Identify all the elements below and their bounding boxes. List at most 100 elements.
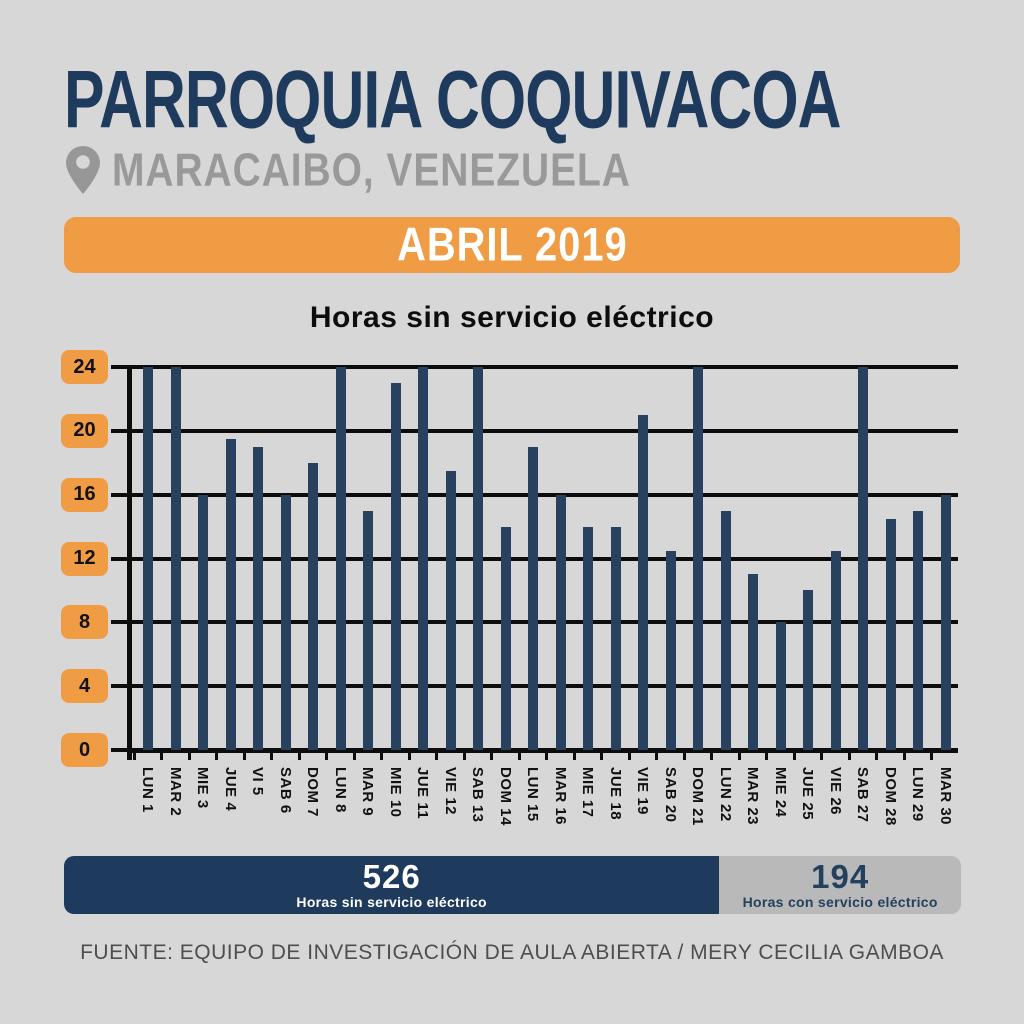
total-without-service-label: Horas sin servicio eléctrico <box>296 893 487 910</box>
location-row: MARACAIBO, VENEZUELA <box>66 143 658 196</box>
bar <box>253 446 263 750</box>
total-with-service-value: 194 <box>811 858 870 896</box>
y-tick <box>111 748 130 752</box>
x-axis-label: SAB 27 <box>854 767 871 823</box>
bar <box>720 510 731 750</box>
x-tick <box>572 750 576 760</box>
x-axis-label: VIE 26 <box>826 767 844 816</box>
x-axis-label: MIE 3 <box>194 767 211 809</box>
bar <box>555 494 566 750</box>
x-axis-label: MAR 9 <box>359 767 376 817</box>
x-axis-label: JUE 25 <box>799 767 816 821</box>
bar <box>528 446 538 750</box>
x-tick <box>820 750 824 760</box>
bar <box>500 526 511 750</box>
x-tick <box>710 750 714 760</box>
x-axis-label: LUN 29 <box>909 767 926 822</box>
chart-plot-area: 24 20 16 12 8 4 0 LUN 1 MAR 2 MIE 3 JUE 4 VI 5 SAB 6… <box>61 350 958 826</box>
page-title: PARROQUIA COQUIVACOA <box>64 53 842 145</box>
x-axis-label: LUN 8 <box>331 767 349 813</box>
x-axis-label: SAB 6 <box>276 767 294 814</box>
x-axis-label: JUE 18 <box>606 767 624 821</box>
x-axis-label: LUN 22 <box>716 767 734 822</box>
y-tick <box>111 428 130 433</box>
bar <box>170 367 181 750</box>
x-axis-label: MAR 30 <box>936 767 954 826</box>
x-tick <box>352 750 356 760</box>
period-banner-label: ABRIL 2019 <box>396 218 628 271</box>
x-axis-label: DOM 21 <box>689 767 706 826</box>
bar <box>473 367 483 750</box>
x-tick <box>490 750 494 760</box>
bar <box>913 510 923 750</box>
gridline <box>130 365 958 369</box>
x-tick <box>242 750 246 760</box>
total-without-service-segment: 526 Horas sin servicio eléctrico <box>64 856 720 914</box>
x-tick <box>600 750 604 760</box>
bar <box>308 462 318 750</box>
x-axis-label: MIE 10 <box>386 767 404 818</box>
bar <box>143 367 153 750</box>
x-axis-label: VIE 12 <box>441 767 459 816</box>
y-tick <box>111 620 130 625</box>
location-pin-icon <box>66 146 100 194</box>
y-tick-badge: 8 <box>61 605 108 640</box>
x-axis-label: VI 5 <box>249 767 266 796</box>
period-banner: ABRIL 2019 <box>64 217 960 273</box>
x-axis-label: MIE 24 <box>771 767 789 818</box>
chart-title: Horas sin servicio eléctrico <box>309 301 715 334</box>
gridline <box>130 684 958 689</box>
y-tick-badge: 4 <box>61 669 108 704</box>
x-tick <box>847 750 851 760</box>
x-axis-label: DOM 28 <box>881 767 899 826</box>
x-tick <box>682 750 686 760</box>
bar <box>363 510 373 750</box>
x-axis-label: MAR 2 <box>166 767 184 817</box>
source-text: FUENTE: EQUIPO DE INVESTIGACIÓN DE AULA … <box>80 941 944 964</box>
x-tick <box>187 750 191 760</box>
x-axis-label: MAR 23 <box>744 767 761 826</box>
x-axis-line <box>130 747 958 753</box>
bar <box>940 494 951 750</box>
x-tick <box>737 750 741 760</box>
x-axis-label: JUE 4 <box>221 767 239 812</box>
total-with-service-segment: 194 Horas con servicio eléctrico <box>719 856 961 914</box>
x-tick <box>792 750 796 760</box>
x-tick <box>380 750 384 760</box>
gridline <box>130 428 958 433</box>
y-tick-badge: 24 <box>61 350 108 384</box>
bar <box>445 470 456 750</box>
bar <box>858 367 868 750</box>
bar <box>225 438 236 750</box>
x-axis-label: MAR 16 <box>551 767 569 826</box>
x-tick <box>297 750 301 760</box>
total-with-service-label: Horas con servicio eléctrico <box>742 893 938 910</box>
bar <box>610 526 621 750</box>
gridline <box>130 492 958 497</box>
x-tick <box>160 750 164 760</box>
y-tick-badge: 0 <box>61 733 108 767</box>
total-without-service-value: 526 <box>362 858 421 896</box>
bar <box>583 526 593 750</box>
bar <box>803 590 813 750</box>
bar <box>638 414 648 750</box>
x-axis-label: LUN 15 <box>524 767 541 822</box>
x-tick <box>407 750 411 760</box>
x-tick <box>545 750 549 760</box>
x-axis-label: MIE 17 <box>579 767 596 818</box>
bar <box>335 367 346 750</box>
bar <box>280 494 291 750</box>
y-axis-line <box>127 365 132 760</box>
x-tick <box>902 750 906 760</box>
bar <box>198 494 208 750</box>
x-tick <box>517 750 521 760</box>
location-text: MARACAIBO, VENEZUELA <box>112 143 631 196</box>
x-axis-label: JUE 11 <box>414 767 431 820</box>
x-axis-label: LUN 1 <box>139 767 156 813</box>
totals-stacked-bar: 526 Horas sin servicio eléctrico 194 Hor… <box>64 856 961 914</box>
y-tick-badge: 20 <box>61 413 108 448</box>
y-tick-badge: 16 <box>61 477 108 512</box>
x-axis-label: SAB 13 <box>469 767 486 823</box>
y-tick-badge: 12 <box>61 541 108 576</box>
x-tick <box>325 750 329 760</box>
